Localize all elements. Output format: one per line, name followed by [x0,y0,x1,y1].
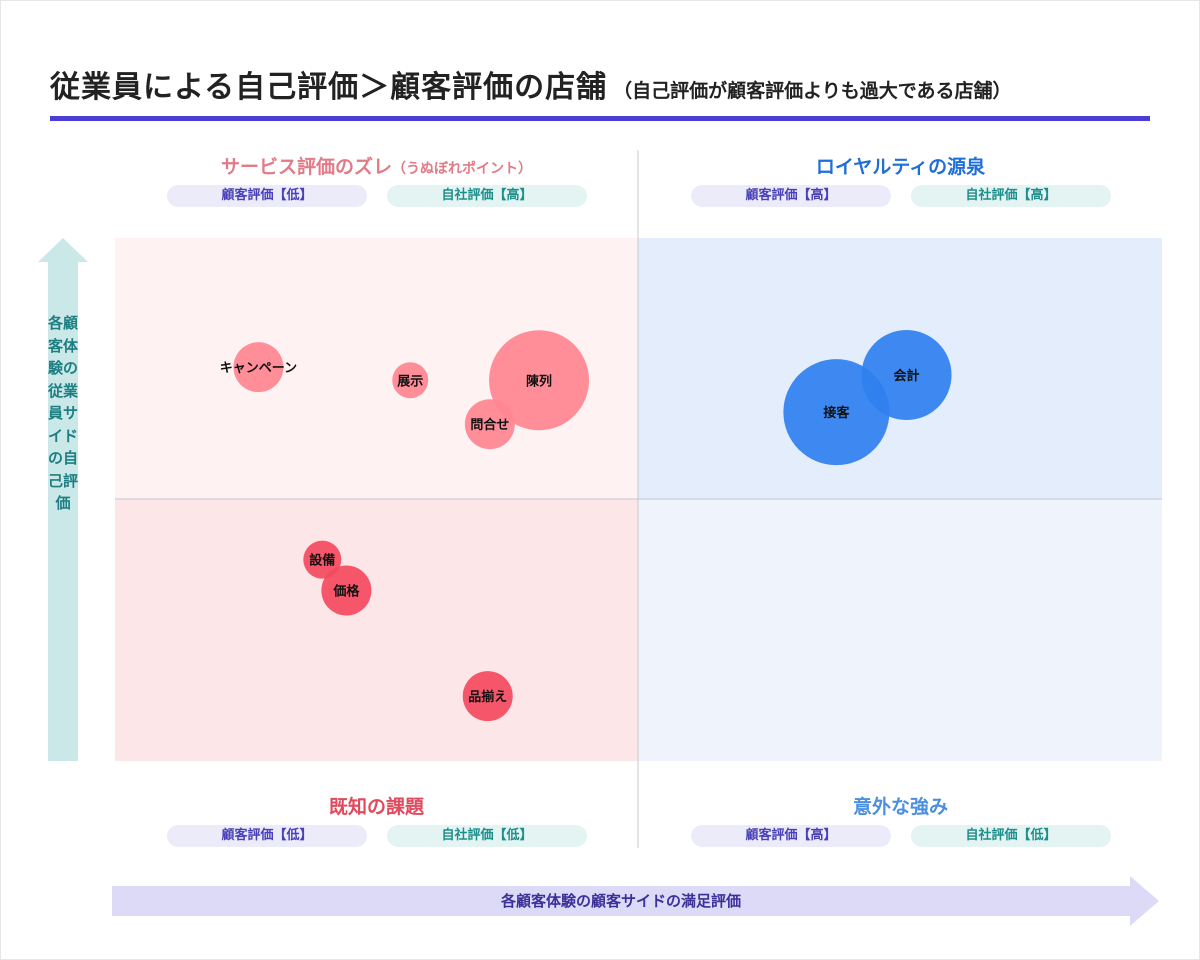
y-axis-label: 各顧客体験の従業員サイドの自己評価 [48,314,79,512]
bubble-label-1: 展示 [397,374,423,389]
quadrant-bg-bottom-right [638,499,1162,761]
bubble-0 [233,342,284,393]
tag-self-top-right: 自社評価【高】 [911,185,1111,207]
bubble-label-7: 接客 [823,405,850,421]
bubble-label-3: 問合せ [470,417,509,433]
y-axis-arrow [38,238,88,761]
bubble-label-5: 価格 [332,584,360,600]
bubble-3 [464,399,515,450]
tag-customer-bottom-left: 顧客評価【低】 [167,825,367,847]
bubble-2 [489,330,590,431]
bubble-label-0: キャンペーン [220,361,297,376]
bubble-label-8: 会計 [894,368,920,384]
page-title: 従業員による自己評価＞顧客評価の店舗 （自己評価が顧客評価よりも過大である店舗） [50,62,1012,106]
quadrant-title-bottom-left: 既知の課題 [328,796,424,818]
tag-self-bottom-right: 自社評価【低】 [911,825,1111,847]
bubble-5 [321,565,372,616]
bubble-label-2: 陳列 [526,373,552,389]
bubble-label-4: 設備 [309,553,335,569]
x-axis-arrow [112,876,1159,926]
title-underline [50,116,1150,121]
quadrant-title-bottom-right: 意外な強み [852,796,948,818]
bubble-6 [462,671,513,722]
quadrant-title-top-right: ロイヤルティの源泉 [815,156,986,178]
quadrant-title-top-left: サービス評価のズレ（うぬぼれポイント） [115,152,638,179]
quadrant-title-note: （うぬぼれポイント） [392,161,532,177]
bubble-4 [303,540,342,579]
bubble-8 [861,330,952,421]
x-axis-label: 各顧客体験の顧客サイドの満足評価 [500,892,741,910]
quadrant-title-text: サービス評価のズレ [220,156,392,178]
title-subtitle: （自己評価が顧客評価よりも過大である店舗） [613,80,1012,102]
tag-customer-top-right: 顧客評価【高】 [691,185,891,207]
tag-self-top-left: 自社評価【高】 [387,185,587,207]
tag-self-bottom-left: 自社評価【低】 [387,825,587,847]
title-main: 従業員による自己評価＞顧客評価の店舗 [50,70,608,105]
bubble-1 [392,362,429,399]
tag-customer-top-left: 顧客評価【低】 [167,185,367,207]
bubble-label-6: 品揃え [468,689,507,705]
quadrant-bg-bottom-left [115,499,638,761]
tag-customer-bottom-right: 顧客評価【高】 [691,825,891,847]
